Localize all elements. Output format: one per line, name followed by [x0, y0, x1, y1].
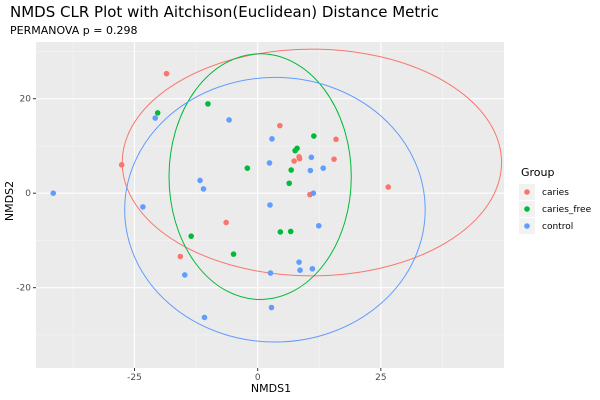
y-tick-label: 0 — [25, 189, 31, 199]
point-caries_free — [288, 167, 294, 173]
legend-key-caries — [524, 189, 530, 195]
data-points — [50, 70, 392, 321]
point-caries — [118, 162, 125, 168]
point-caries_free — [154, 110, 161, 116]
major-gridlines — [36, 42, 504, 368]
point-caries — [296, 154, 302, 160]
point-control — [309, 265, 316, 272]
point-control — [152, 115, 159, 121]
point-control — [308, 154, 315, 161]
point-caries — [163, 70, 170, 77]
x-axis-title: NMDS1 — [251, 382, 291, 395]
point-control — [267, 202, 273, 208]
point-caries — [385, 184, 392, 190]
point-caries_free — [244, 165, 251, 171]
point-caries_free — [277, 229, 284, 235]
point-control — [315, 222, 322, 229]
point-control — [226, 117, 232, 123]
point-control — [181, 272, 188, 278]
point-control — [197, 177, 203, 184]
x-tick-label: 0 — [255, 373, 261, 383]
y-tick-label: 20 — [20, 95, 32, 105]
point-caries — [331, 156, 337, 162]
x-tick-label: 25 — [375, 373, 386, 383]
point-control — [267, 270, 274, 276]
point-control — [268, 304, 275, 311]
point-caries_free — [230, 251, 237, 257]
point-control — [296, 259, 302, 265]
y-axis-title: NMDS2 — [3, 181, 16, 221]
point-caries — [223, 219, 229, 226]
ellipse-caries_free — [168, 53, 352, 300]
chart-subtitle: PERMANOVA p = 0.298 — [10, 24, 137, 37]
point-caries_free — [287, 228, 294, 235]
legend-key-control — [524, 223, 530, 229]
legend-label-control: control — [542, 222, 573, 232]
legend-label-caries_free: caries_free — [542, 205, 592, 215]
x-axis-ticks: -25 0 25 — [127, 368, 387, 383]
x-tick-label: -25 — [127, 373, 142, 383]
point-control — [320, 165, 327, 171]
point-caries_free — [205, 101, 211, 107]
point-caries_free — [188, 233, 194, 239]
point-control — [310, 190, 317, 196]
legend-key-caries_free — [524, 206, 530, 212]
point-control — [297, 267, 303, 274]
point-control — [266, 160, 273, 166]
point-control — [201, 314, 208, 321]
y-tick-label: -20 — [16, 284, 31, 294]
point-control — [50, 190, 57, 196]
point-control — [140, 204, 146, 210]
point-control — [269, 136, 275, 142]
point-caries — [333, 136, 339, 143]
point-caries_free — [286, 180, 293, 187]
point-control — [307, 167, 314, 174]
chart-title: NMDS CLR Plot with Aitchison(Euclidean) … — [10, 3, 439, 21]
point-control — [200, 186, 207, 192]
legend-title: Group — [521, 166, 555, 179]
point-caries — [177, 253, 184, 260]
ellipse-control — [124, 76, 426, 343]
point-caries_free — [311, 133, 317, 139]
minor-gridlines — [36, 42, 504, 368]
confidence-ellipses — [121, 48, 503, 343]
point-caries — [277, 122, 283, 129]
point-caries_free — [294, 145, 300, 152]
y-axis-ticks: 20 0 -20 — [16, 95, 36, 294]
legend-label-caries: caries — [542, 188, 569, 198]
point-caries — [291, 158, 297, 164]
